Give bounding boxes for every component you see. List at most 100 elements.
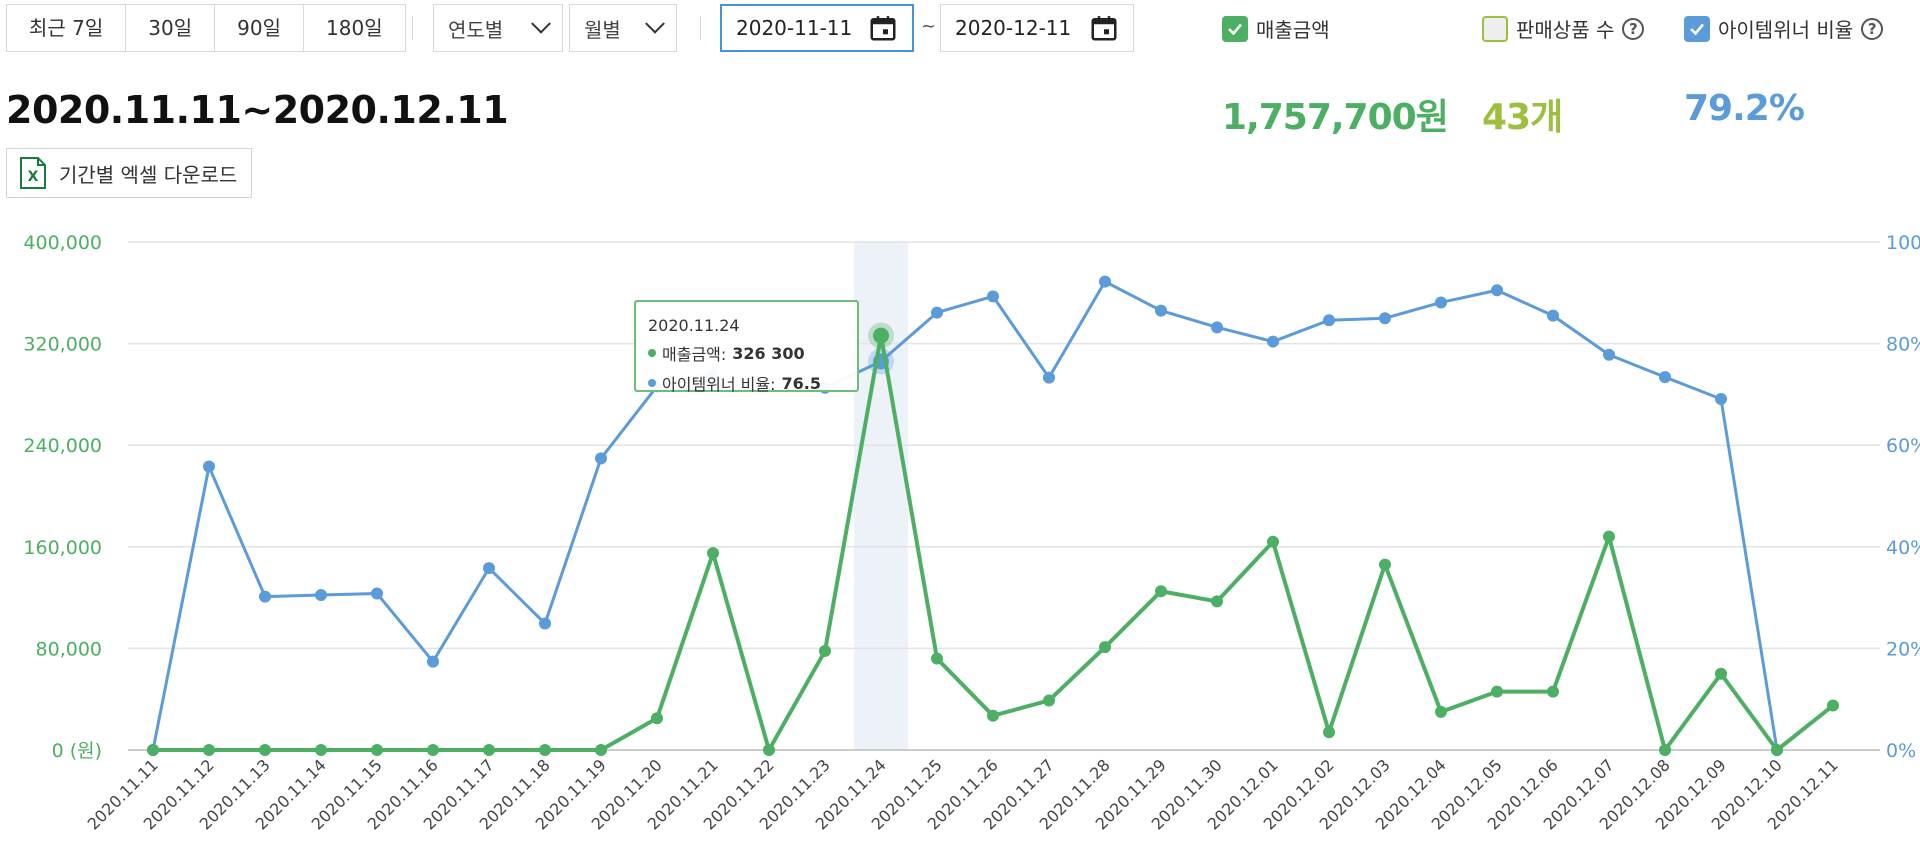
items-count-toggle-label: 판매상품 수 xyxy=(1516,18,1615,42)
ratio-value: 79.2% xyxy=(1684,88,1805,129)
data-point xyxy=(1323,726,1335,739)
data-point xyxy=(203,460,215,473)
ratio-toggle-label: 아이템위너 비율 xyxy=(1718,18,1854,42)
data-point xyxy=(595,452,607,465)
period-7d-button[interactable]: 최근 7일 xyxy=(7,5,127,51)
y-left-tick-label: 0 (원) xyxy=(52,740,102,762)
help-icon[interactable]: ? xyxy=(1622,17,1645,40)
y-left-tick-label: 320,000 xyxy=(23,334,102,356)
divider xyxy=(412,16,413,40)
data-point xyxy=(1043,694,1055,707)
calendar-icon[interactable] xyxy=(1089,13,1119,43)
y-left-tick-label: 160,000 xyxy=(23,537,102,559)
excel-download-label: 기간별 엑셀 다운로드 xyxy=(59,162,238,187)
data-point xyxy=(1771,744,1783,756)
data-point xyxy=(651,712,663,725)
sales-total: 1,757,700원 xyxy=(1222,97,1449,138)
data-point xyxy=(987,290,999,303)
data-point xyxy=(1547,685,1559,698)
monthly-dropdown-label: 월별 xyxy=(584,17,621,42)
y-left-tick-label: 80,000 xyxy=(36,638,102,660)
items-count-toggle[interactable]: 판매상품 수 ? xyxy=(1482,14,1645,43)
data-point xyxy=(1827,699,1839,712)
excel-download-button[interactable]: X 기간별 엑셀 다운로드 xyxy=(6,148,253,198)
y-right-tick-label: 40% xyxy=(1886,537,1920,559)
data-point xyxy=(1267,535,1279,548)
period-30d-button[interactable]: 30일 xyxy=(126,5,216,51)
chevron-down-icon xyxy=(531,13,551,34)
divider xyxy=(700,16,701,40)
checkbox-unchecked-icon[interactable] xyxy=(1482,15,1508,42)
yearly-dropdown[interactable]: 연도별 xyxy=(433,4,563,52)
data-point xyxy=(1379,312,1391,325)
period-title: 2020.11.11~2020.12.11 xyxy=(6,88,509,132)
y-right-tick-label: 0% xyxy=(1886,740,1916,762)
data-point xyxy=(259,744,271,756)
y-right-tick-label: 60% xyxy=(1886,435,1920,457)
data-point xyxy=(1211,595,1223,608)
data-point xyxy=(1603,348,1615,361)
data-point xyxy=(371,587,383,600)
data-point xyxy=(1155,585,1167,598)
data-point xyxy=(595,744,607,756)
data-point xyxy=(315,744,327,756)
data-point xyxy=(1491,685,1503,698)
data-point xyxy=(427,655,439,668)
data-point xyxy=(539,617,551,630)
data-point xyxy=(1435,705,1447,718)
sales-dot-icon xyxy=(648,349,656,357)
data-point xyxy=(203,744,215,756)
data-point xyxy=(763,744,775,756)
data-point xyxy=(1043,371,1055,384)
date-from-input[interactable]: 2020-11-11 xyxy=(720,4,914,52)
tooltip-date: 2020.11.24 xyxy=(648,316,740,335)
data-point xyxy=(1099,641,1111,654)
data-point xyxy=(1267,335,1279,348)
period-180d-button[interactable]: 180일 xyxy=(304,5,405,51)
data-point xyxy=(987,709,999,722)
data-point xyxy=(1659,371,1671,384)
y-left-tick-label: 240,000 xyxy=(23,435,102,457)
data-point xyxy=(259,590,271,603)
data-point xyxy=(1715,392,1727,405)
sales-toggle-label: 매출금액 xyxy=(1256,18,1330,42)
date-to-input[interactable]: 2020-12-11 xyxy=(940,4,1134,52)
sales-chart: 0 (원) 80,000 160,000 240,000 320,000 400,000 0… xyxy=(23,232,1920,834)
tooltip-ratio-label: 아이템위너 비율: xyxy=(662,375,776,394)
data-point xyxy=(931,652,943,665)
date-from-value: 2020-11-11 xyxy=(736,16,853,40)
data-point xyxy=(819,644,831,657)
excel-file-icon: X xyxy=(20,157,46,189)
checkbox-checked-icon[interactable] xyxy=(1684,15,1710,42)
data-point xyxy=(1323,314,1335,327)
calendar-icon[interactable] xyxy=(868,13,898,43)
date-range-separator: ~ xyxy=(921,16,937,37)
data-point xyxy=(483,562,495,575)
ratio-toggle[interactable]: 아이템위너 비율 ? xyxy=(1684,14,1884,43)
series-line-sales xyxy=(153,333,1835,752)
data-point xyxy=(707,547,719,560)
period-90d-button[interactable]: 90일 xyxy=(215,5,305,51)
items-count: 43개 xyxy=(1482,97,1563,138)
monthly-dropdown[interactable]: 월별 xyxy=(569,4,677,52)
excel-icon-letter: X xyxy=(28,169,39,185)
sales-toggle[interactable]: 매출금액 xyxy=(1222,14,1330,43)
data-point-active xyxy=(873,327,889,344)
tooltip-sales-label: 매출금액: xyxy=(662,345,727,364)
data-point xyxy=(1099,275,1111,288)
tooltip-ratio-value: 76.5 xyxy=(781,373,822,393)
y-right-tick-label: 100% xyxy=(1886,232,1920,254)
checkbox-checked-icon[interactable] xyxy=(1222,15,1248,42)
data-point xyxy=(1603,530,1615,543)
help-icon[interactable]: ? xyxy=(1861,17,1884,40)
hover-highlight-band xyxy=(854,242,908,750)
data-point xyxy=(1547,309,1559,322)
yearly-dropdown-label: 연도별 xyxy=(448,17,504,42)
y-left-tick-label: 400,000 xyxy=(23,232,102,254)
data-point xyxy=(1379,558,1391,571)
ratio-dot-icon xyxy=(648,379,656,387)
data-point xyxy=(931,306,943,319)
tooltip-sales-value: 326 300 xyxy=(732,343,805,363)
period-button-group: 최근 7일 30일 90일 180일 xyxy=(6,4,406,52)
data-point xyxy=(483,744,495,756)
